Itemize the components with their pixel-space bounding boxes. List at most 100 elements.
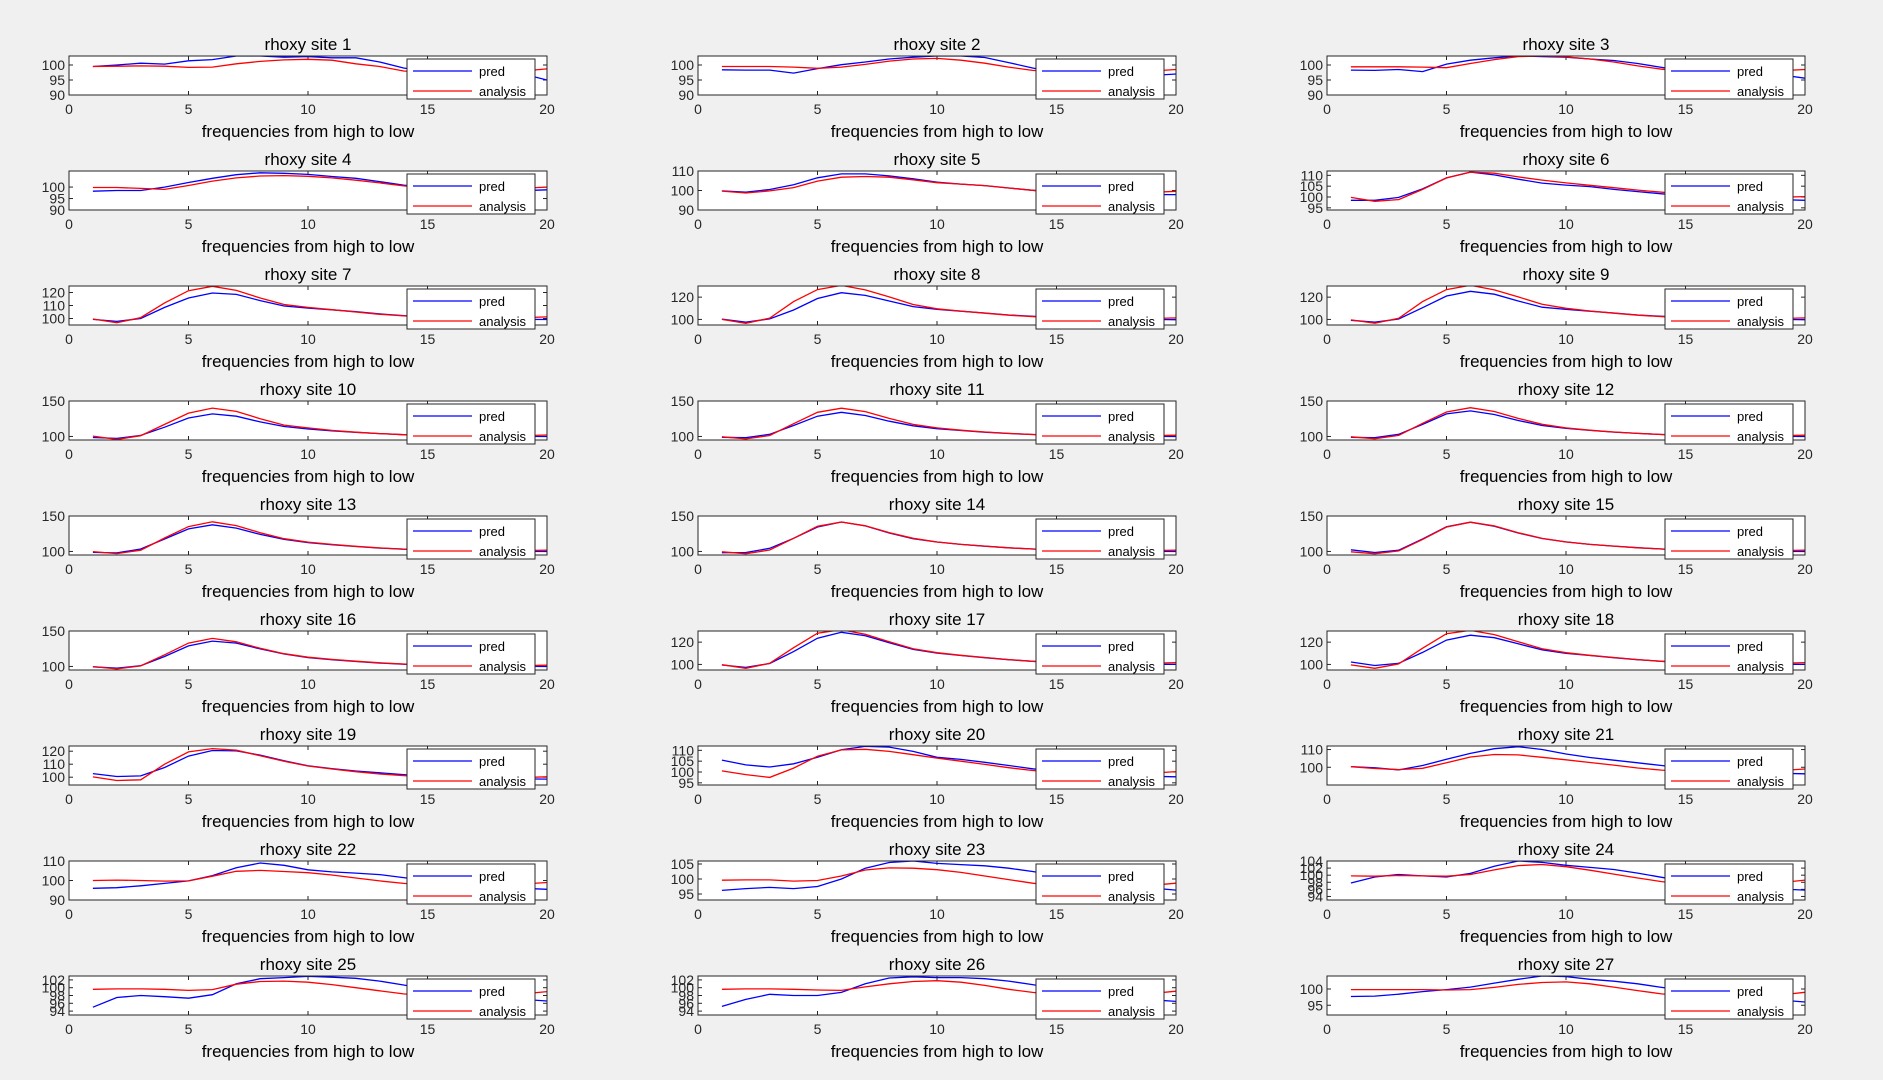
subplot-12: rhoxy site 12 0 5 10 15 20 100 150 frequencies f…: [1300, 380, 1813, 486]
x-tick-label: 15: [420, 1021, 436, 1037]
y-tick-label: 98: [1307, 874, 1323, 890]
x-tick-label: 10: [1558, 446, 1574, 462]
x-tick-label: 10: [1558, 791, 1574, 807]
x-tick-label: 15: [420, 216, 436, 232]
legend: pred analysis: [1035, 518, 1165, 560]
x-axis-label: frequencies from high to low: [1460, 122, 1673, 141]
legend-box: [1664, 518, 1794, 560]
x-tick-label: 15: [1049, 906, 1065, 922]
x-axis-label: frequencies from high to low: [831, 352, 1044, 371]
legend-label: pred: [479, 754, 505, 769]
subplot-9: rhoxy site 9 0 5 10 15 20 100 120 frequencies fr…: [1300, 265, 1813, 371]
legend-label: analysis: [1108, 659, 1155, 674]
legend: pred analysis: [1664, 403, 1794, 445]
y-tick-label: 120: [42, 285, 66, 301]
x-tick-label: 10: [300, 216, 316, 232]
x-axis-label: frequencies from high to low: [1460, 582, 1673, 601]
legend-label: analysis: [1737, 659, 1784, 674]
axes-box: [68, 55, 548, 96]
legend-label: analysis: [479, 84, 526, 99]
axes-box: [68, 860, 548, 901]
chart-title: rhoxy site 5: [894, 150, 981, 169]
x-tick-label: 10: [1558, 101, 1574, 117]
legend-label: analysis: [1108, 544, 1155, 559]
axes-box: [697, 630, 1177, 671]
y-tick-label: 90: [49, 892, 65, 908]
y-tick-label: 100: [42, 873, 66, 889]
legend-label: analysis: [1737, 544, 1784, 559]
x-tick-label: 5: [814, 561, 822, 577]
axes-box: [68, 285, 548, 326]
legend-box: [1664, 58, 1794, 100]
legend: pred analysis: [1035, 863, 1165, 905]
legend-box: [406, 863, 536, 905]
y-tick-label: 105: [1300, 178, 1324, 194]
legend: pred analysis: [1664, 633, 1794, 675]
y-tick-label: 98: [678, 988, 694, 1004]
y-tick-label: 100: [1300, 656, 1324, 672]
x-axis-label: frequencies from high to low: [831, 122, 1044, 141]
legend-box: [1664, 863, 1794, 905]
legend-label: analysis: [1108, 1004, 1155, 1019]
legend-label: analysis: [479, 659, 526, 674]
x-tick-label: 10: [929, 216, 945, 232]
y-tick-label: 100: [1300, 189, 1324, 205]
y-tick-label: 95: [678, 72, 694, 88]
x-tick-label: 0: [65, 446, 73, 462]
y-tick-label: 100: [1300, 57, 1324, 73]
axes-box: [697, 975, 1177, 1016]
chart-title: rhoxy site 27: [1518, 955, 1614, 974]
axes-box: [697, 860, 1177, 901]
x-tick-label: 10: [1558, 561, 1574, 577]
legend: pred analysis: [406, 518, 536, 560]
y-tick-label: 100: [1300, 867, 1324, 883]
legend-label: pred: [1737, 64, 1763, 79]
y-tick-label: 150: [42, 623, 66, 639]
y-tick-label: 100: [1300, 981, 1324, 997]
x-tick-label: 0: [65, 906, 73, 922]
x-tick-label: 0: [694, 906, 702, 922]
x-tick-label: 0: [1323, 791, 1331, 807]
legend-label: pred: [1737, 294, 1763, 309]
x-tick-label: 5: [1443, 906, 1451, 922]
legend-label: pred: [1108, 754, 1134, 769]
x-tick-label: 20: [1168, 791, 1184, 807]
x-axis-label: frequencies from high to low: [202, 352, 415, 371]
y-tick-label: 100: [671, 656, 695, 672]
x-tick-label: 5: [814, 791, 822, 807]
x-tick-label: 20: [539, 906, 555, 922]
x-tick-label: 5: [185, 906, 193, 922]
chart-title: rhoxy site 3: [1523, 35, 1610, 54]
legend: pred analysis: [1035, 288, 1165, 330]
legend-box: [1664, 288, 1794, 330]
legend-box: [406, 748, 536, 790]
x-tick-label: 10: [300, 676, 316, 692]
x-tick-label: 20: [1797, 101, 1813, 117]
legend-label: analysis: [479, 889, 526, 904]
axes-box: [697, 285, 1177, 326]
x-tick-label: 0: [694, 101, 702, 117]
y-tick-label: 102: [42, 972, 66, 988]
axes-box: [68, 745, 548, 786]
y-tick-label: 96: [678, 995, 694, 1011]
x-tick-label: 0: [1323, 331, 1331, 347]
legend-label: analysis: [479, 544, 526, 559]
x-tick-label: 5: [185, 446, 193, 462]
axes-box: [68, 170, 548, 211]
y-tick-label: 90: [1307, 87, 1323, 103]
x-tick-label: 0: [65, 1021, 73, 1037]
axes-box: [1326, 975, 1806, 1016]
legend-label: pred: [1737, 179, 1763, 194]
legend-label: analysis: [1737, 774, 1784, 789]
y-tick-label: 90: [49, 87, 65, 103]
legend-label: pred: [479, 179, 505, 194]
x-tick-label: 5: [814, 331, 822, 347]
x-tick-label: 15: [420, 561, 436, 577]
